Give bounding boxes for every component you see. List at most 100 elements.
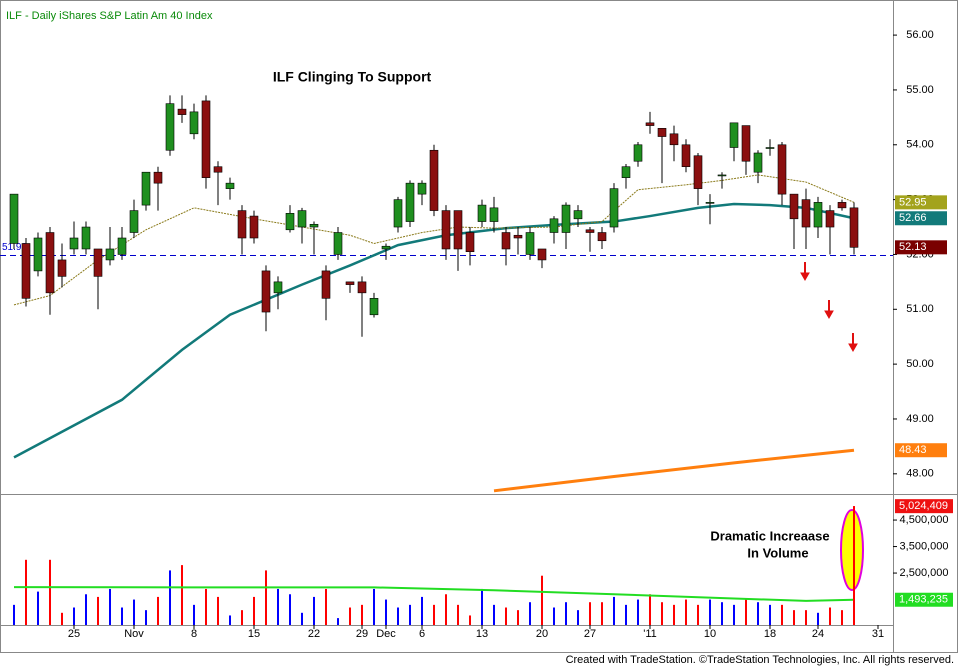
volume-bar <box>457 604 459 625</box>
candle-body <box>21 243 31 299</box>
price-tag-label: 48.43 <box>899 444 927 456</box>
x-tick-label: 10 <box>704 628 716 640</box>
volume-bar <box>253 596 255 625</box>
volume-bar <box>349 607 351 625</box>
candle-body <box>33 237 43 272</box>
volume-annotation: Dramatic Increaase <box>710 528 829 543</box>
candle-body <box>141 171 151 206</box>
x-tick-label: Nov <box>124 628 144 640</box>
x-tick-label: 25 <box>68 628 80 640</box>
candle-body <box>693 155 703 189</box>
candle-body <box>597 232 607 242</box>
volume-bar <box>229 615 231 625</box>
candle-body <box>573 210 583 220</box>
volume-highlight <box>840 509 864 591</box>
candle-body <box>417 182 427 195</box>
volume-tag-label: 1,493,235 <box>899 594 948 606</box>
candle-body <box>81 226 91 250</box>
volume-bar <box>61 612 63 625</box>
price-tag <box>895 211 947 226</box>
candle-body <box>261 270 271 313</box>
volume-bar <box>733 604 735 625</box>
candle-body <box>453 210 463 250</box>
volume-bar <box>25 559 27 625</box>
candle-body <box>465 232 475 253</box>
volume-bar <box>445 594 447 625</box>
footer: Created with TradeStation. ©TradeStation… <box>566 654 954 666</box>
candle-body <box>501 232 511 250</box>
candle-body <box>357 281 367 294</box>
y-tick-label: 55.00 <box>906 84 934 96</box>
moving-average <box>13 174 855 306</box>
volume-bar <box>109 588 111 625</box>
candle-body <box>753 152 763 173</box>
candle-body <box>549 218 559 233</box>
candle-body <box>93 248 103 277</box>
volume-bar <box>493 604 495 625</box>
candle-body <box>165 103 175 151</box>
volume-bar <box>829 607 831 625</box>
candle-body <box>441 210 451 250</box>
y2-tick-label: 2,500,000 <box>900 567 949 579</box>
candle-body <box>345 281 355 285</box>
annotation: ILF Clinging To Support <box>273 69 432 85</box>
candle-body <box>609 188 619 228</box>
volume-bar <box>85 594 87 625</box>
volume-tag <box>895 592 953 607</box>
volume-bar <box>709 599 711 625</box>
price-tag-label: 52.66 <box>899 212 927 224</box>
volume-bar <box>745 599 747 625</box>
volume-bar <box>481 588 483 625</box>
volume-bar <box>625 604 627 625</box>
volume-tag-label: 5,024,409 <box>899 500 948 512</box>
candle-body <box>297 210 307 228</box>
y-tick-label: 56.00 <box>906 29 934 41</box>
volume-bar <box>421 596 423 625</box>
candle-body <box>405 182 415 222</box>
y2-tick-label: 4,500,000 <box>900 514 949 526</box>
volume-bar <box>793 610 795 625</box>
candle-body <box>369 298 379 316</box>
y-tick-label: 51.00 <box>906 303 934 315</box>
volume-average <box>13 586 855 602</box>
candle-body <box>741 125 751 162</box>
volume-bar <box>397 607 399 625</box>
y2-tick-label: 3,500,000 <box>900 540 949 552</box>
volume-bar <box>589 602 591 625</box>
candle-body <box>849 207 859 248</box>
volume-bar <box>541 575 543 625</box>
candle-body <box>621 166 631 178</box>
volume-bar <box>469 615 471 625</box>
volume-bar <box>277 588 279 625</box>
y-tick-label: 54.00 <box>906 139 934 151</box>
y-tick-label: 52.00 <box>906 248 934 260</box>
volume-bar <box>841 610 843 625</box>
candle-body <box>45 232 55 294</box>
volume-bar <box>805 610 807 625</box>
candle-body <box>429 149 439 211</box>
candle-body <box>201 100 211 178</box>
candle-body <box>477 204 487 222</box>
candle-body <box>153 171 163 184</box>
volume-bar <box>721 602 723 625</box>
candle-body <box>681 144 691 168</box>
volume-bar <box>649 594 651 625</box>
price-tag-label: 52.95 <box>899 196 927 208</box>
volume-bar <box>601 602 603 625</box>
volume-bar <box>181 565 183 625</box>
volume-bar <box>121 607 123 625</box>
candle-body <box>129 210 139 233</box>
candle-body <box>237 210 247 239</box>
volume-bar <box>613 596 615 625</box>
volume-bar <box>673 604 675 625</box>
volume-bar <box>301 612 303 625</box>
volume-bar <box>661 602 663 625</box>
volume-bar <box>517 610 519 625</box>
candle-body <box>585 229 595 233</box>
volume-bar <box>361 604 363 625</box>
volume-annotation: In Volume <box>747 545 808 560</box>
x-tick-label: 22 <box>308 628 320 640</box>
candle-body <box>729 122 739 148</box>
candle-body <box>669 133 679 146</box>
